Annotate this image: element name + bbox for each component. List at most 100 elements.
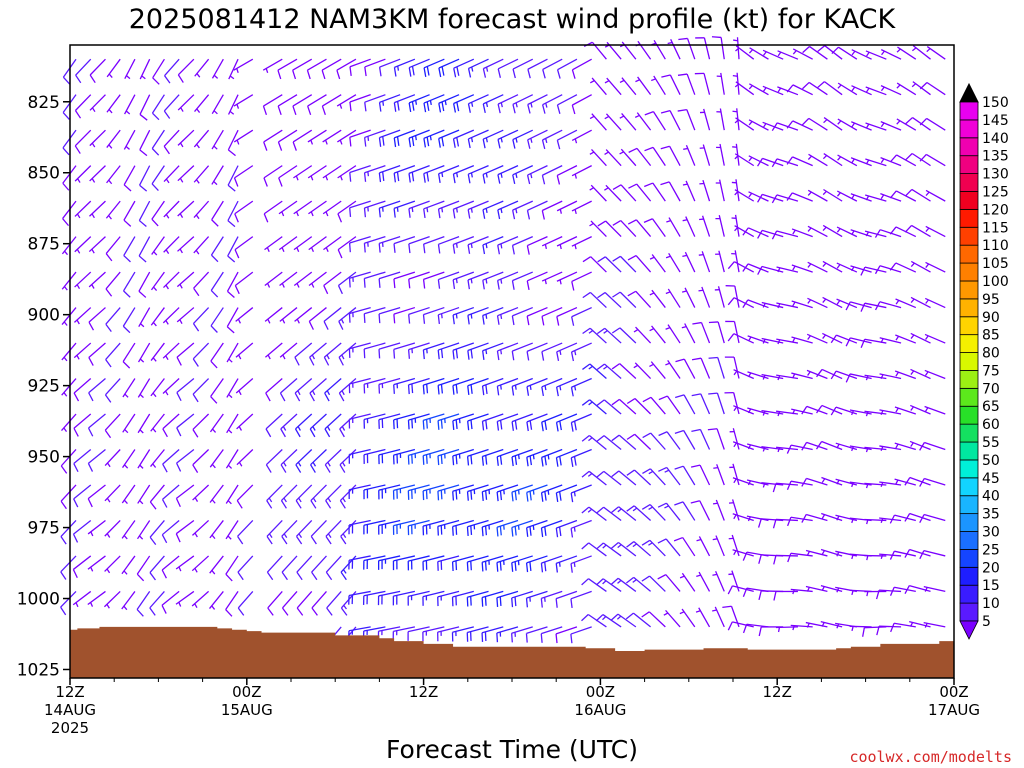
wind-barb bbox=[452, 448, 474, 466]
chart-title: 2025081412 NAM3KM forecast wind profile … bbox=[129, 4, 897, 35]
wind-barb bbox=[879, 337, 902, 344]
wind-barb bbox=[293, 271, 313, 288]
wind-barb bbox=[211, 165, 224, 186]
wind-barb bbox=[227, 94, 239, 115]
wind-barb bbox=[193, 129, 210, 149]
wind-barb bbox=[801, 405, 828, 415]
wind-barb bbox=[692, 321, 711, 344]
wind-barb bbox=[836, 298, 858, 309]
wind-barb bbox=[137, 413, 151, 434]
wind-barb bbox=[192, 484, 210, 502]
wind-barb bbox=[349, 58, 371, 76]
wind-barb bbox=[348, 448, 371, 464]
wind-barb bbox=[104, 484, 121, 503]
wind-barb bbox=[324, 449, 342, 473]
wind-barb bbox=[138, 236, 151, 263]
wind-barb bbox=[496, 448, 519, 466]
wind-barb bbox=[437, 448, 460, 466]
wind-barb bbox=[348, 484, 371, 499]
wind-barb bbox=[278, 165, 298, 187]
wind-barb bbox=[60, 590, 77, 616]
wind-barb bbox=[837, 154, 858, 167]
wind-barb bbox=[177, 236, 195, 254]
wind-barb bbox=[849, 625, 872, 632]
wind-barb bbox=[74, 307, 92, 325]
wind-barb bbox=[209, 413, 224, 433]
wind-barb bbox=[325, 520, 342, 545]
x-tick-label: 15AUG bbox=[221, 701, 273, 719]
wind-barb bbox=[73, 378, 92, 402]
wind-barb bbox=[392, 484, 416, 500]
wind-barb bbox=[802, 81, 828, 96]
wind-barb bbox=[466, 448, 489, 466]
colorbar-swatch bbox=[959, 531, 979, 550]
wind-barb bbox=[266, 520, 283, 545]
colorbar-swatch bbox=[959, 495, 979, 515]
wind-barb bbox=[732, 549, 754, 557]
wind-barb bbox=[437, 626, 460, 642]
colorbar-swatch bbox=[959, 262, 979, 282]
y-tick-label: 850 bbox=[28, 164, 60, 184]
wind-barb bbox=[596, 399, 622, 415]
x-tick-label: 14AUG bbox=[44, 701, 96, 719]
wind-barb bbox=[225, 484, 239, 505]
wind-barb bbox=[511, 519, 533, 537]
wind-barb bbox=[338, 342, 357, 366]
wind-barb bbox=[512, 200, 533, 220]
wind-barb bbox=[611, 327, 637, 344]
wind-barb bbox=[293, 165, 313, 181]
wind-barb bbox=[835, 442, 858, 451]
wind-barb bbox=[801, 441, 828, 451]
wind-barb bbox=[309, 413, 327, 438]
wind-barb bbox=[226, 307, 239, 334]
wind-barb bbox=[163, 94, 180, 119]
wind-barb bbox=[790, 588, 813, 595]
wind-barb bbox=[378, 200, 401, 218]
wind-barb bbox=[348, 342, 371, 358]
wind-barb bbox=[263, 165, 283, 187]
wind-barb bbox=[682, 251, 696, 273]
wind-barb bbox=[627, 254, 652, 273]
wind-barb bbox=[625, 576, 652, 592]
wind-barb bbox=[87, 448, 106, 472]
x-axis-label: Forecast Time (UTC) bbox=[386, 735, 638, 764]
wind-barb bbox=[323, 307, 342, 330]
wind-barb bbox=[925, 225, 946, 238]
wind-barb bbox=[596, 542, 622, 557]
wind-barb bbox=[807, 189, 828, 202]
wind-barb bbox=[123, 236, 136, 263]
wind-barb bbox=[642, 396, 666, 415]
wind-barb bbox=[227, 165, 239, 192]
colorbar-swatch bbox=[959, 101, 979, 121]
wind-barb bbox=[540, 590, 563, 608]
wind-barb bbox=[378, 519, 401, 535]
wind-barb bbox=[192, 307, 210, 332]
wind-barb bbox=[734, 153, 755, 167]
wind-barb bbox=[612, 291, 637, 309]
wind-barb bbox=[762, 121, 784, 131]
wind-barb bbox=[556, 271, 578, 285]
wind-barb bbox=[805, 585, 828, 593]
wind-barb bbox=[482, 94, 504, 114]
wind-barb bbox=[727, 585, 754, 595]
wind-barb bbox=[589, 220, 607, 238]
wind-barb bbox=[628, 147, 652, 167]
wind-barb bbox=[149, 590, 165, 616]
wind-barb bbox=[175, 519, 195, 543]
wind-barb bbox=[481, 413, 504, 431]
wind-barb bbox=[74, 271, 92, 289]
wind-barb bbox=[233, 165, 254, 187]
wind-barb bbox=[698, 286, 711, 308]
wind-barb bbox=[642, 432, 666, 450]
wind-barb bbox=[511, 342, 533, 361]
wind-barb bbox=[555, 448, 578, 467]
wind-barb bbox=[423, 200, 445, 219]
wind-barb bbox=[194, 58, 210, 78]
wind-barb bbox=[89, 94, 106, 113]
wind-barb bbox=[864, 518, 887, 525]
wind-barb bbox=[280, 484, 298, 509]
wind-barb bbox=[423, 165, 445, 183]
wind-barb bbox=[482, 271, 504, 290]
wind-barb bbox=[896, 82, 917, 96]
wind-barb bbox=[571, 165, 592, 179]
